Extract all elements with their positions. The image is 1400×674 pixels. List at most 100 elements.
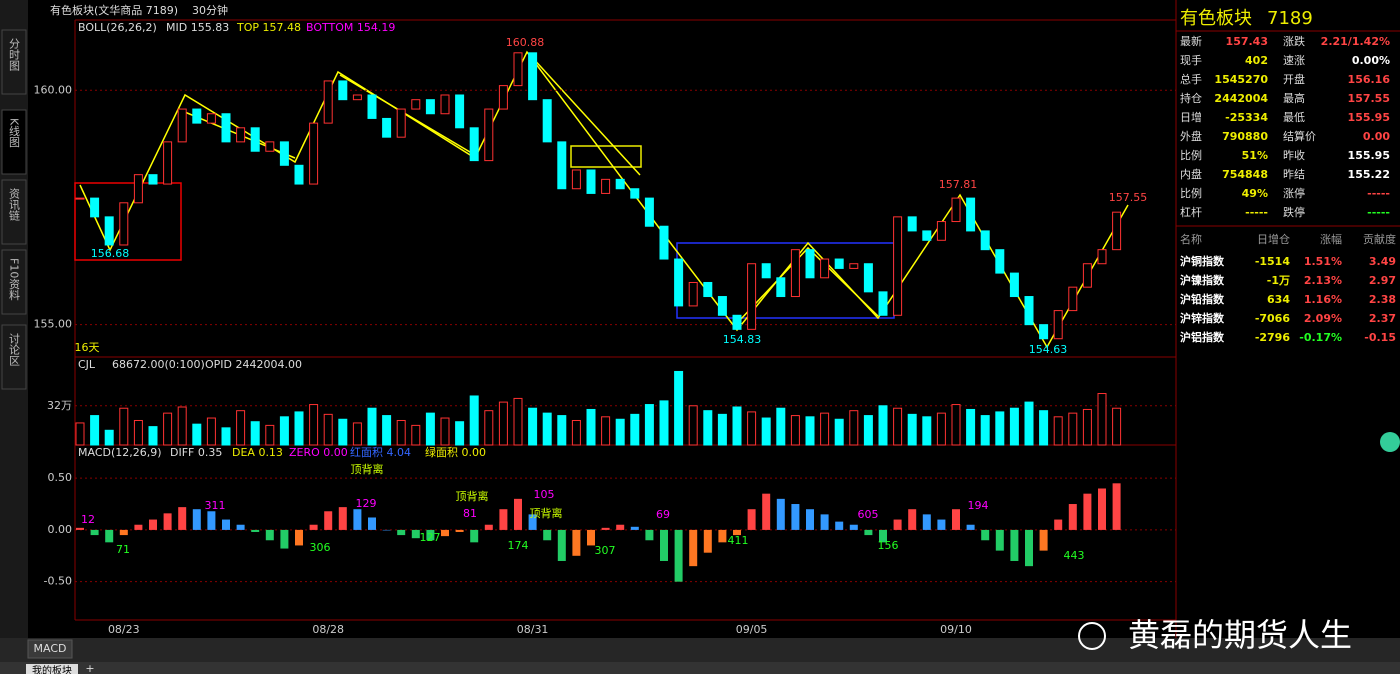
volume-bar <box>995 411 1005 446</box>
side-tab[interactable] <box>1 179 27 245</box>
volume-bar <box>1009 407 1019 446</box>
y-tick-label: 0.50 <box>48 471 73 484</box>
volume-bar <box>221 427 231 446</box>
macd-annotation: 105 <box>534 488 555 501</box>
candle <box>644 197 654 227</box>
macd-annotation: 156 <box>878 539 899 552</box>
quote-value: 754848 <box>1222 168 1268 181</box>
quote-value: 155.22 <box>1348 168 1390 181</box>
macd-bar <box>280 529 289 549</box>
candle <box>1009 272 1019 298</box>
x-tick-label: 09/05 <box>736 623 768 636</box>
volume-bar <box>849 410 859 446</box>
macd-bar <box>324 511 333 530</box>
macd-annotation: 443 <box>1064 549 1085 562</box>
index-cell: -0.17% <box>1299 331 1342 344</box>
side-tab[interactable] <box>1 29 27 95</box>
volume-bar <box>907 413 917 446</box>
candle <box>513 52 523 87</box>
macd-annotation: 605 <box>858 508 879 521</box>
quote-label: 比例 <box>1180 148 1202 162</box>
quote-label: 结算价 <box>1283 129 1316 143</box>
volume-bar <box>236 410 246 446</box>
volume-bar <box>659 400 669 446</box>
volume-bar <box>790 415 800 446</box>
bottom-tab[interactable] <box>26 664 78 674</box>
candle <box>250 127 260 152</box>
macd-bar <box>236 524 245 530</box>
volume-bar <box>922 416 932 446</box>
macd-bar <box>660 529 668 561</box>
candle <box>192 108 202 124</box>
candle <box>907 216 917 232</box>
candle <box>863 263 873 293</box>
trend-line <box>339 74 476 156</box>
side-tab[interactable] <box>1 249 27 315</box>
volume-bar <box>1112 407 1122 446</box>
macd-bar <box>411 529 420 539</box>
volume-bar <box>425 412 435 446</box>
volume-bar <box>674 370 684 446</box>
macd-bar <box>163 513 172 530</box>
side-tab[interactable] <box>1 109 27 175</box>
candle <box>951 197 961 223</box>
macd-annotation: 306 <box>310 541 331 554</box>
macd-bar <box>922 514 931 530</box>
quote-value: 157.55 <box>1348 92 1390 105</box>
index-header: 日增仓 <box>1257 232 1290 246</box>
macd-bar <box>368 517 376 530</box>
index-cell: 沪铝指数 <box>1180 330 1225 344</box>
indicator-legend: MID 155.83 <box>166 21 229 34</box>
volume-bar <box>936 412 946 446</box>
macd-bar <box>995 529 1004 551</box>
quote-label: 日增 <box>1180 110 1202 124</box>
macd-bar <box>572 529 581 556</box>
volume-bar <box>279 416 289 446</box>
index-header: 名称 <box>1180 232 1202 246</box>
y-tick-label: 160.00 <box>34 83 73 96</box>
price-annotation: 154.83 <box>723 333 762 346</box>
candle <box>659 225 669 260</box>
volume-bar <box>966 408 976 446</box>
macd-annotation: 顶背离 <box>351 462 384 476</box>
candle <box>279 141 289 166</box>
macd-annotation: 顶背离 <box>530 506 563 520</box>
indicator-legend: BOTTOM 154.19 <box>306 21 395 34</box>
quote-value: 790880 <box>1222 130 1268 143</box>
volume-bar <box>367 407 377 446</box>
bottom-tab[interactable] <box>27 639 73 659</box>
add-tab: + <box>85 662 94 674</box>
index-cell: 沪镍指数 <box>1180 273 1225 287</box>
candle <box>382 117 392 138</box>
quote-label: 最新 <box>1180 34 1202 48</box>
volume-bar <box>542 412 552 446</box>
volume-bar <box>703 410 713 446</box>
macd-bar <box>937 519 946 530</box>
trend-zigzag <box>79 50 1129 349</box>
quote-value: 2.21/1.42% <box>1321 35 1390 48</box>
price-annotation: 156.68 <box>91 247 130 260</box>
macd-bar <box>718 529 727 543</box>
candle <box>221 113 231 143</box>
quote-label: 现手 <box>1180 53 1202 67</box>
watermark-icon <box>1078 622 1106 650</box>
indicator-legend: 68672.00(0:100) <box>112 358 205 371</box>
macd-bar <box>309 524 318 530</box>
macd-annotation: 411 <box>728 534 749 547</box>
candle <box>498 85 508 110</box>
quote-label: 杠杆 <box>1180 205 1202 219</box>
volume-bar <box>192 423 202 446</box>
index-cell: 2.38 <box>1369 293 1396 306</box>
volume-bar <box>878 405 888 446</box>
macd-bar <box>119 529 128 536</box>
macd-bar <box>820 514 829 530</box>
candle <box>1068 286 1078 312</box>
side-tab[interactable] <box>1 324 27 390</box>
quote-label: 昨结 <box>1283 168 1305 181</box>
macd-annotation: 69 <box>656 508 670 521</box>
volume-bar <box>1082 408 1092 446</box>
volume-bar <box>382 415 392 446</box>
candle <box>323 80 333 124</box>
float-button[interactable] <box>1380 432 1400 452</box>
